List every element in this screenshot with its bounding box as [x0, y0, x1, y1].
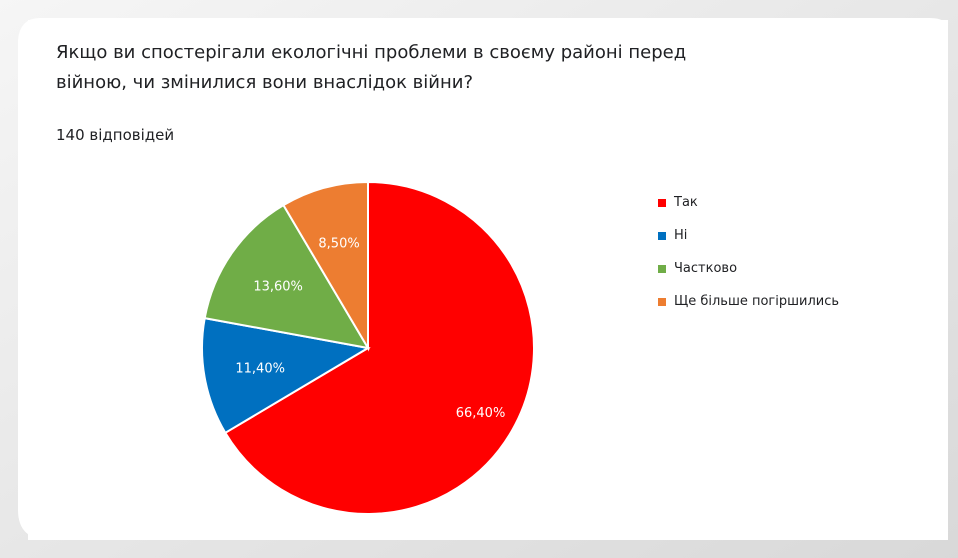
- pie-data-label-2: 13,60%: [253, 279, 303, 294]
- legend-item-3: Ще більше погіршились: [658, 285, 839, 318]
- pie-slice-3: [282, 180, 369, 352]
- pie-slice-2: [203, 203, 370, 350]
- pie-data-label-3: 8,50%: [318, 236, 359, 251]
- legend-label-1: Ні: [674, 228, 688, 243]
- pie-labels: 66,40% 11,40% 13,60% 8,50%: [235, 236, 505, 421]
- legend-label-3: Ще більше погіршились: [674, 294, 840, 309]
- legend-swatch-0: [658, 198, 666, 207]
- legend-label-2: Частково: [674, 261, 738, 276]
- legend-swatch-3: [658, 297, 666, 306]
- pie-slice-0: [223, 180, 535, 515]
- pie-data-label-0: 66,40%: [456, 406, 506, 421]
- response-count: 140 відповідей: [56, 126, 175, 144]
- pie-slice-1: [201, 316, 371, 435]
- pie-data-label-1: 11,40%: [235, 361, 285, 376]
- question-title-line-2: війною, чи змінилися вони внаслідок війн…: [56, 72, 474, 93]
- legend-swatch-2: [658, 264, 666, 273]
- legend-label-0: Так: [674, 195, 698, 210]
- question-title: Якщо ви спостерігали екологічні проблеми…: [56, 38, 836, 98]
- legend-item-2: Частково: [658, 252, 839, 285]
- question-title-line-1: Якщо ви спостерігали екологічні проблеми…: [56, 42, 687, 63]
- pie-slices: [201, 180, 535, 515]
- legend-swatch-1: [658, 231, 666, 240]
- legend-item-1: Ні: [658, 219, 839, 252]
- chart-legend: Так Ні Частково Ще більше погіршились: [658, 186, 839, 318]
- legend-item-0: Так: [658, 186, 839, 219]
